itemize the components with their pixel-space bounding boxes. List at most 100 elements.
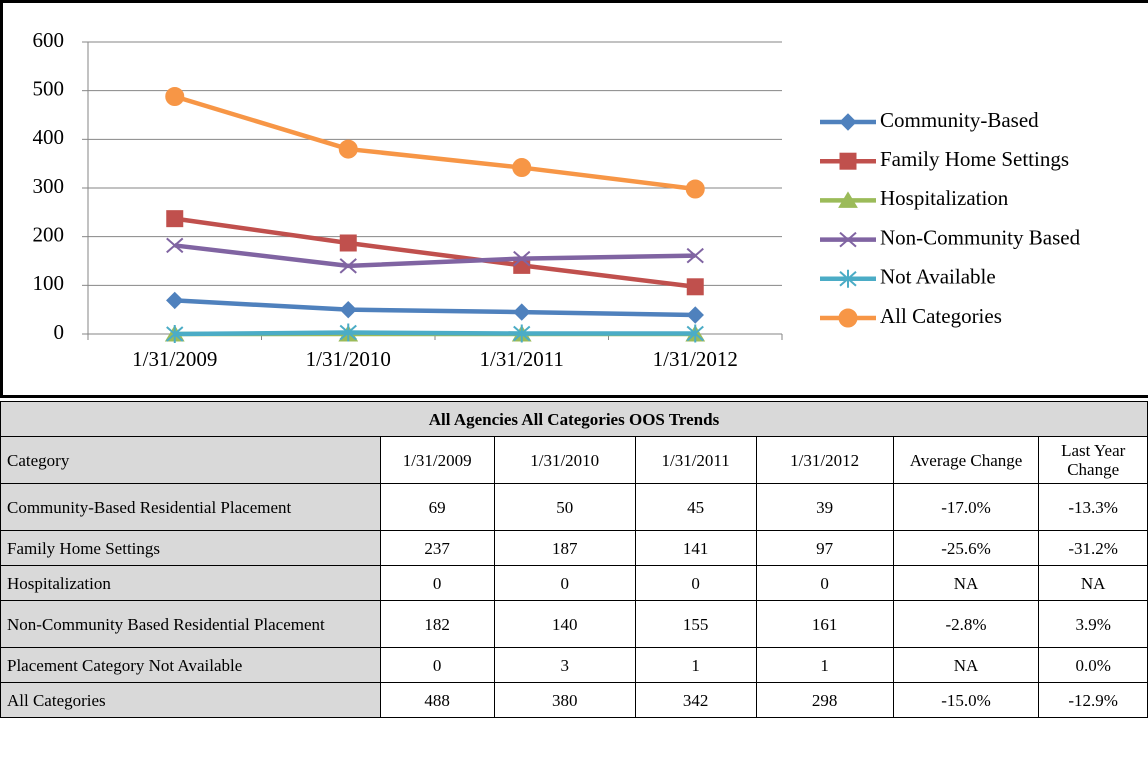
table-row: All Categories 488 380 342 298 -15.0% -12.9% xyxy=(0,682,1148,718)
legend-label: Community-Based xyxy=(880,108,1039,132)
marker xyxy=(686,324,704,343)
table-cell: 50 xyxy=(493,483,636,531)
data-table: All Agencies All Categories OOS Trends Ca… xyxy=(0,401,1148,718)
table-cell: Average Change xyxy=(892,436,1040,484)
series-line xyxy=(174,330,696,337)
table-cell: 69 xyxy=(379,483,495,531)
y-tick-label: 0 xyxy=(54,320,65,344)
legend-label: Non-Community Based xyxy=(880,225,1081,249)
table-row: Placement Category Not Available 0 3 1 1 NA 0.… xyxy=(0,647,1148,683)
series-line xyxy=(174,298,696,318)
marker xyxy=(686,247,704,264)
table-cell: 0 xyxy=(634,565,757,601)
table-cell: -17.0% xyxy=(892,483,1040,531)
y-tick-label: 100 xyxy=(33,271,65,295)
table-cell: NA xyxy=(892,647,1040,683)
legend-label: Not Available xyxy=(880,265,996,289)
legend-marker xyxy=(839,269,857,288)
table-row: Hospitalization 0 0 0 0 NA NA xyxy=(0,565,1148,601)
table-cell: All Agencies All Categories OOS Trends xyxy=(0,401,1148,437)
table-row: Family Home Settings 237 187 141 97 -25.6% -31… xyxy=(0,530,1148,566)
y-tick-label: 600 xyxy=(33,28,65,52)
table-cell: Hospitalization xyxy=(0,565,381,601)
table-cell: 1 xyxy=(634,647,757,683)
table-cell: Community-Based Residential Placement xyxy=(0,483,381,531)
series: Not Available xyxy=(166,265,996,343)
table-cell: 141 xyxy=(634,530,757,566)
marker xyxy=(686,306,704,324)
marker xyxy=(686,278,704,296)
chart: 0 100 200 300 400 500 600 1/31/2009 1/31/2010 1/3… xyxy=(0,0,1148,398)
table-cell: Category xyxy=(0,436,381,484)
table-cell: Non-Community Based Residential Placemen… xyxy=(0,600,381,648)
x-tick-label: 1/31/2009 xyxy=(132,347,217,371)
table-cell: 0 xyxy=(493,565,636,601)
table-cell: -31.2% xyxy=(1038,530,1148,566)
series: All Categories xyxy=(165,87,1002,328)
table-row: Non-Community Based Residential Placemen… xyxy=(0,600,1148,648)
y-tick-label: 400 xyxy=(33,125,65,149)
marker xyxy=(165,87,185,107)
table-cell: 0.0% xyxy=(1038,647,1148,683)
table-cell: 39 xyxy=(755,483,894,531)
table-cell: 3.9% xyxy=(1038,600,1148,648)
table-cell: 97 xyxy=(755,530,894,566)
marker xyxy=(513,250,531,267)
marker xyxy=(166,291,184,310)
table-cell: 45 xyxy=(634,483,757,531)
marker xyxy=(339,323,357,342)
table-cell: 1/31/2012 xyxy=(755,436,894,484)
legend-marker xyxy=(839,152,857,170)
table-cell: 187 xyxy=(493,530,636,566)
series-line xyxy=(174,94,696,192)
table-cell: 380 xyxy=(493,682,636,718)
marker xyxy=(339,258,357,274)
marker xyxy=(513,303,531,321)
y-tick-label: 500 xyxy=(33,76,65,100)
table-cell: 3 xyxy=(493,647,636,683)
marker xyxy=(339,300,357,319)
series: Family Home Settings xyxy=(166,147,1069,296)
table-cell: 0 xyxy=(379,647,495,683)
table-cell: Family Home Settings xyxy=(0,530,381,566)
marker xyxy=(685,179,705,199)
table-cell: 155 xyxy=(634,600,757,648)
x-tick-label: 1/31/2012 xyxy=(653,347,738,371)
table-row: Community-Based Residential Placement 69 5… xyxy=(0,483,1148,531)
marker xyxy=(338,139,358,159)
table-cell: 182 xyxy=(379,600,495,648)
table-cell: 140 xyxy=(493,600,636,648)
table-title-row: All Agencies All Categories OOS Trends xyxy=(0,401,1148,437)
table-cell: 237 xyxy=(379,530,495,566)
table-cell: -13.3% xyxy=(1038,483,1148,531)
marker xyxy=(166,237,184,254)
table-cell: -2.8% xyxy=(892,600,1040,648)
table-cell: -12.9% xyxy=(1038,682,1148,718)
legend-marker xyxy=(839,231,857,248)
table-cell: 0 xyxy=(755,565,894,601)
table-cell: 488 xyxy=(379,682,495,718)
legend-marker xyxy=(838,191,858,208)
legend-label: Family Home Settings xyxy=(880,147,1069,171)
table-cell: All Categories xyxy=(0,682,381,718)
table-cell: -25.6% xyxy=(892,530,1040,566)
marker xyxy=(166,325,184,343)
marker xyxy=(512,158,532,178)
table-cell: NA xyxy=(1038,565,1148,601)
table-cell: Placement Category Not Available xyxy=(0,647,381,683)
y-tick-label: 200 xyxy=(33,222,65,246)
x-tick-label: 1/31/2011 xyxy=(480,347,564,371)
y-tick-label: 300 xyxy=(33,174,65,198)
x-tick-label: 1/31/2010 xyxy=(306,347,391,371)
table-cell: Last Year Change xyxy=(1038,436,1148,484)
table-cell: 1/31/2011 xyxy=(634,436,757,484)
series-line xyxy=(174,243,696,269)
series-line xyxy=(174,216,696,290)
table-cell: 161 xyxy=(755,600,894,648)
table-cell: 1 xyxy=(755,647,894,683)
table-cell: 0 xyxy=(379,565,495,601)
table-cell: 298 xyxy=(755,682,894,718)
marker xyxy=(513,324,531,343)
table-cell: -15.0% xyxy=(892,682,1040,718)
